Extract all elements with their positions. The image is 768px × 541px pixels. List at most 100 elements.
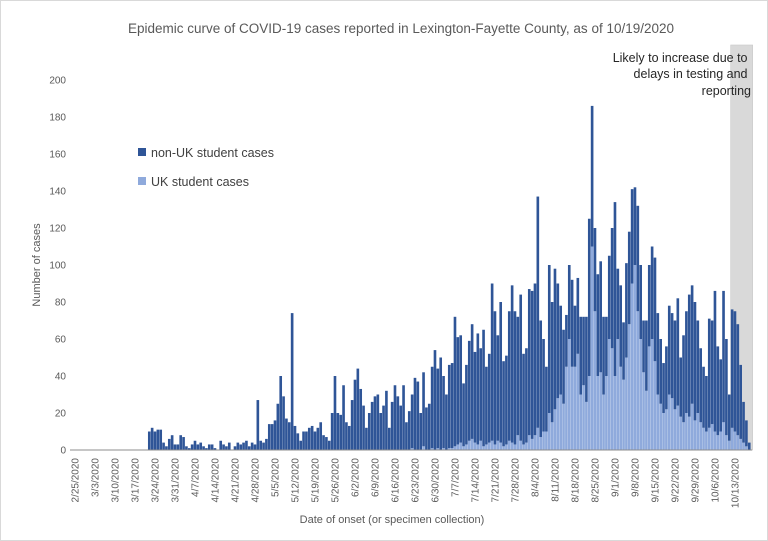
- bar-non-uk-student-cases-8-23-2020: [587, 218, 591, 376]
- bar-uk-student-cases-9-10-2020: [639, 339, 642, 450]
- bar-non-uk-student-cases-6-14-2020: [387, 427, 391, 450]
- bar-non-uk-student-cases-8-11-2020: [553, 268, 557, 410]
- bar-non-uk-student-cases-6-10-2020: [376, 394, 380, 450]
- bar-uk-student-cases-7-19-2020: [487, 442, 491, 450]
- bar-non-uk-student-cases-8-27-2020: [599, 261, 602, 373]
- bar-non-uk-student-cases-7-9-2020: [459, 335, 463, 443]
- bar-uk-student-cases-9-30-2020: [696, 413, 700, 450]
- bar-uk-student-cases-8-18-2020: [573, 366, 577, 450]
- bar-uk-student-cases-8-10-2020: [550, 422, 554, 450]
- bar-non-uk-student-cases-4-28-2020: [253, 444, 257, 450]
- bar-non-uk-student-cases-4-25-2020: [245, 440, 248, 450]
- x-tick-label: 8/25/2020: [591, 458, 602, 503]
- bar-non-uk-student-cases-4-19-2020: [227, 442, 231, 450]
- bar-non-uk-student-cases-7-13-2020: [470, 324, 474, 439]
- bar-non-uk-student-cases-7-12-2020: [467, 340, 471, 441]
- bar-uk-student-cases-8-4-2020: [533, 435, 537, 450]
- bar-non-uk-student-cases-6-20-2020: [405, 422, 408, 450]
- bar-non-uk-student-cases-6-24-2020: [416, 381, 420, 450]
- bar-uk-student-cases-9-15-2020: [653, 361, 657, 450]
- bar-non-uk-student-cases-10-3-2020: [705, 376, 708, 432]
- bar-non-uk-student-cases-7-23-2020: [499, 302, 503, 443]
- y-tick-label: 40: [55, 372, 67, 383]
- bar-non-uk-student-cases-8-20-2020: [579, 316, 582, 395]
- bar-non-uk-student-cases-5-16-2020: [305, 431, 308, 450]
- bar-uk-student-cases-7-22-2020: [496, 440, 500, 450]
- x-tick-label: 9/22/2020: [671, 458, 682, 503]
- bar-non-uk-student-cases-5-15-2020: [302, 431, 305, 450]
- bar-non-uk-student-cases-6-21-2020: [407, 411, 411, 450]
- bar-non-uk-student-cases-5-6-2020: [276, 403, 280, 450]
- bar-uk-student-cases-10-3-2020: [705, 431, 708, 450]
- bar-non-uk-student-cases-4-12-2020: [207, 444, 211, 450]
- bar-non-uk-student-cases-8-18-2020: [573, 305, 577, 367]
- bar-non-uk-student-cases-4-16-2020: [219, 440, 223, 450]
- y-tick-label: 180: [49, 113, 66, 124]
- x-tick-label: 8/4/2020: [531, 458, 542, 497]
- bar-non-uk-student-cases-8-1-2020: [525, 348, 528, 443]
- bar-non-uk-student-cases-9-28-2020: [690, 285, 694, 404]
- bar-uk-student-cases-10-9-2020: [722, 422, 725, 450]
- bar-non-uk-student-cases-10-10-2020: [725, 339, 728, 436]
- legend-label-non-uk: non-UK student cases: [151, 146, 274, 160]
- shaded-region-annotation: Likely to increase due to delays in test…: [613, 51, 751, 98]
- bar-non-uk-student-cases-4-4-2020: [185, 446, 188, 450]
- bar-non-uk-student-cases-4-8-2020: [196, 444, 200, 450]
- bar-non-uk-student-cases-8-28-2020: [602, 316, 605, 395]
- bar-non-uk-student-cases-4-14-2020: [213, 448, 217, 450]
- bar-non-uk-student-cases-9-29-2020: [693, 302, 697, 421]
- bar-non-uk-student-cases-3-23-2020: [150, 427, 154, 450]
- bar-non-uk-student-cases-3-30-2020: [170, 435, 174, 450]
- bar-uk-student-cases-7-23-2020: [499, 442, 503, 450]
- bar-uk-student-cases-7-15-2020: [476, 444, 480, 450]
- x-tick-label: 5/26/2020: [331, 458, 342, 503]
- bar-uk-student-cases-8-6-2020: [539, 437, 543, 450]
- bar-uk-student-cases-6-26-2020: [422, 446, 425, 450]
- x-tick-label: 4/7/2020: [191, 458, 202, 497]
- bar-non-uk-student-cases-9-1-2020: [613, 202, 617, 376]
- bar-non-uk-student-cases-6-19-2020: [402, 385, 405, 450]
- bar-non-uk-student-cases-7-1-2020: [436, 368, 440, 449]
- x-tick-label: 7/7/2020: [451, 458, 462, 497]
- bar-non-uk-student-cases-5-28-2020: [339, 414, 343, 450]
- bar-non-uk-student-cases-5-21-2020: [319, 422, 323, 450]
- bar-uk-student-cases-9-21-2020: [670, 398, 674, 450]
- bar-non-uk-student-cases-7-24-2020: [502, 361, 505, 447]
- bar-non-uk-student-cases-6-28-2020: [427, 403, 431, 450]
- bar-non-uk-student-cases-7-16-2020: [479, 348, 483, 441]
- bar-non-uk-student-cases-5-9-2020: [285, 418, 288, 450]
- bar-non-uk-student-cases-4-26-2020: [247, 446, 251, 450]
- bar-non-uk-student-cases-4-1-2020: [176, 444, 180, 450]
- bar-uk-student-cases-6-29-2020: [430, 448, 434, 450]
- bar-uk-student-cases-7-13-2020: [470, 438, 474, 450]
- bar-non-uk-student-cases-6-2-2020: [353, 379, 357, 450]
- bar-non-uk-student-cases-8-2-2020: [527, 289, 531, 436]
- bar-uk-student-cases-9-7-2020: [630, 283, 634, 450]
- bar-non-uk-student-cases-6-30-2020: [433, 350, 437, 450]
- bar-non-uk-student-cases-8-30-2020: [607, 255, 611, 339]
- bar-uk-student-cases-8-28-2020: [602, 394, 605, 450]
- bar-non-uk-student-cases-3-22-2020: [147, 431, 151, 450]
- bar-uk-student-cases-9-26-2020: [685, 413, 688, 450]
- y-tick-label: 20: [55, 409, 67, 420]
- bar-non-uk-student-cases-6-12-2020: [382, 405, 385, 450]
- x-tick-label: 6/16/2020: [391, 458, 402, 503]
- bar-non-uk-student-cases-9-15-2020: [653, 257, 657, 362]
- x-tick-label: 7/14/2020: [471, 458, 482, 503]
- bar-non-uk-student-cases-8-16-2020: [567, 265, 571, 339]
- bar-non-uk-student-cases-5-8-2020: [282, 396, 285, 450]
- bar-non-uk-student-cases-10-7-2020: [716, 346, 720, 436]
- bar-non-uk-student-cases-9-5-2020: [625, 263, 628, 358]
- bar-non-uk-student-cases-9-18-2020: [662, 363, 665, 413]
- bar-uk-student-cases-10-15-2020: [739, 438, 742, 450]
- bar-uk-student-cases-10-12-2020: [730, 427, 734, 450]
- bar-uk-student-cases-9-22-2020: [673, 409, 677, 450]
- bar-uk-student-cases-8-30-2020: [607, 339, 611, 450]
- bar-non-uk-student-cases-7-11-2020: [465, 364, 468, 445]
- bar-non-uk-student-cases-5-17-2020: [307, 427, 311, 450]
- bar-uk-student-cases-7-17-2020: [482, 446, 485, 450]
- bar-non-uk-student-cases-10-14-2020: [736, 324, 740, 436]
- bar-non-uk-student-cases-4-24-2020: [242, 442, 245, 450]
- bar-non-uk-student-cases-8-26-2020: [596, 274, 600, 376]
